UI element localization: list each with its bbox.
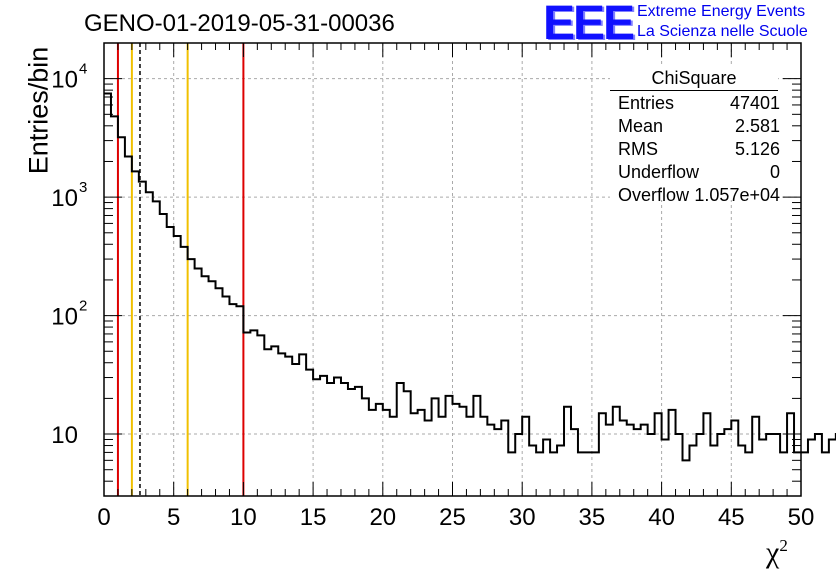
x-axis-label: χ2 xyxy=(766,536,788,570)
stats-value: 0 xyxy=(769,162,780,182)
stats-row-rms: RMS 5.126 xyxy=(618,139,780,161)
y-tick-label: 10 xyxy=(51,422,78,449)
logo-line-1: Extreme Energy Events xyxy=(637,3,806,20)
logo-line-2: La Scienza nelle Scuole xyxy=(637,23,808,40)
x-tick-label: 0 xyxy=(97,504,110,531)
stats-label: Entries xyxy=(618,93,675,113)
x-tick-label: 45 xyxy=(718,504,745,531)
stats-row-entries: Entries 47401 xyxy=(618,93,780,115)
y-tick-label: 10 xyxy=(51,67,78,94)
y-tick-label: 10 xyxy=(51,185,78,212)
histogram-series xyxy=(104,92,836,462)
x-tick-label: 25 xyxy=(439,504,466,531)
stats-value: 1.057e+04 xyxy=(694,185,780,205)
x-tick-label: 5 xyxy=(167,504,180,531)
stats-row-underflow: Underflow 0 xyxy=(618,162,780,184)
stats-value: 2.581 xyxy=(734,116,780,136)
stats-label: RMS xyxy=(618,139,658,159)
x-tick-label: 20 xyxy=(369,504,396,531)
stats-row-overflow: Overflow 1.057e+04 xyxy=(618,185,780,207)
x-axis-label-exponent: 2 xyxy=(779,536,788,555)
x-tick-label: 10 xyxy=(230,504,257,531)
y-tick-exponent: 4 xyxy=(79,61,87,78)
x-tick-label: 40 xyxy=(648,504,675,531)
eee-logo: EEE xyxy=(543,0,635,50)
stats-value: 5.126 xyxy=(734,139,780,159)
x-tick-label: 35 xyxy=(579,504,606,531)
stats-box: ChiSquare Entries 47401 Mean 2.581 RMS 5… xyxy=(610,66,780,205)
stats-label: Overflow xyxy=(618,185,690,205)
x-axis-label-base: χ xyxy=(766,536,780,569)
y-tick-exponent: 2 xyxy=(79,298,87,315)
plot-title: GENO-01-2019-05-31-00036 xyxy=(84,10,395,37)
y-axis-label: Entries/bin xyxy=(23,46,54,175)
x-tick-label: 30 xyxy=(509,504,536,531)
x-tick-label: 15 xyxy=(300,504,327,531)
y-tick-exponent: 3 xyxy=(79,179,87,196)
stats-label: Underflow xyxy=(618,162,700,182)
stats-title: ChiSquare xyxy=(610,68,778,91)
stats-value: 47401 xyxy=(729,93,780,113)
x-tick-label: 50 xyxy=(788,504,815,531)
stats-row-mean: Mean 2.581 xyxy=(618,116,780,138)
y-tick-label: 10 xyxy=(51,304,78,331)
stats-label: Mean xyxy=(618,116,664,136)
